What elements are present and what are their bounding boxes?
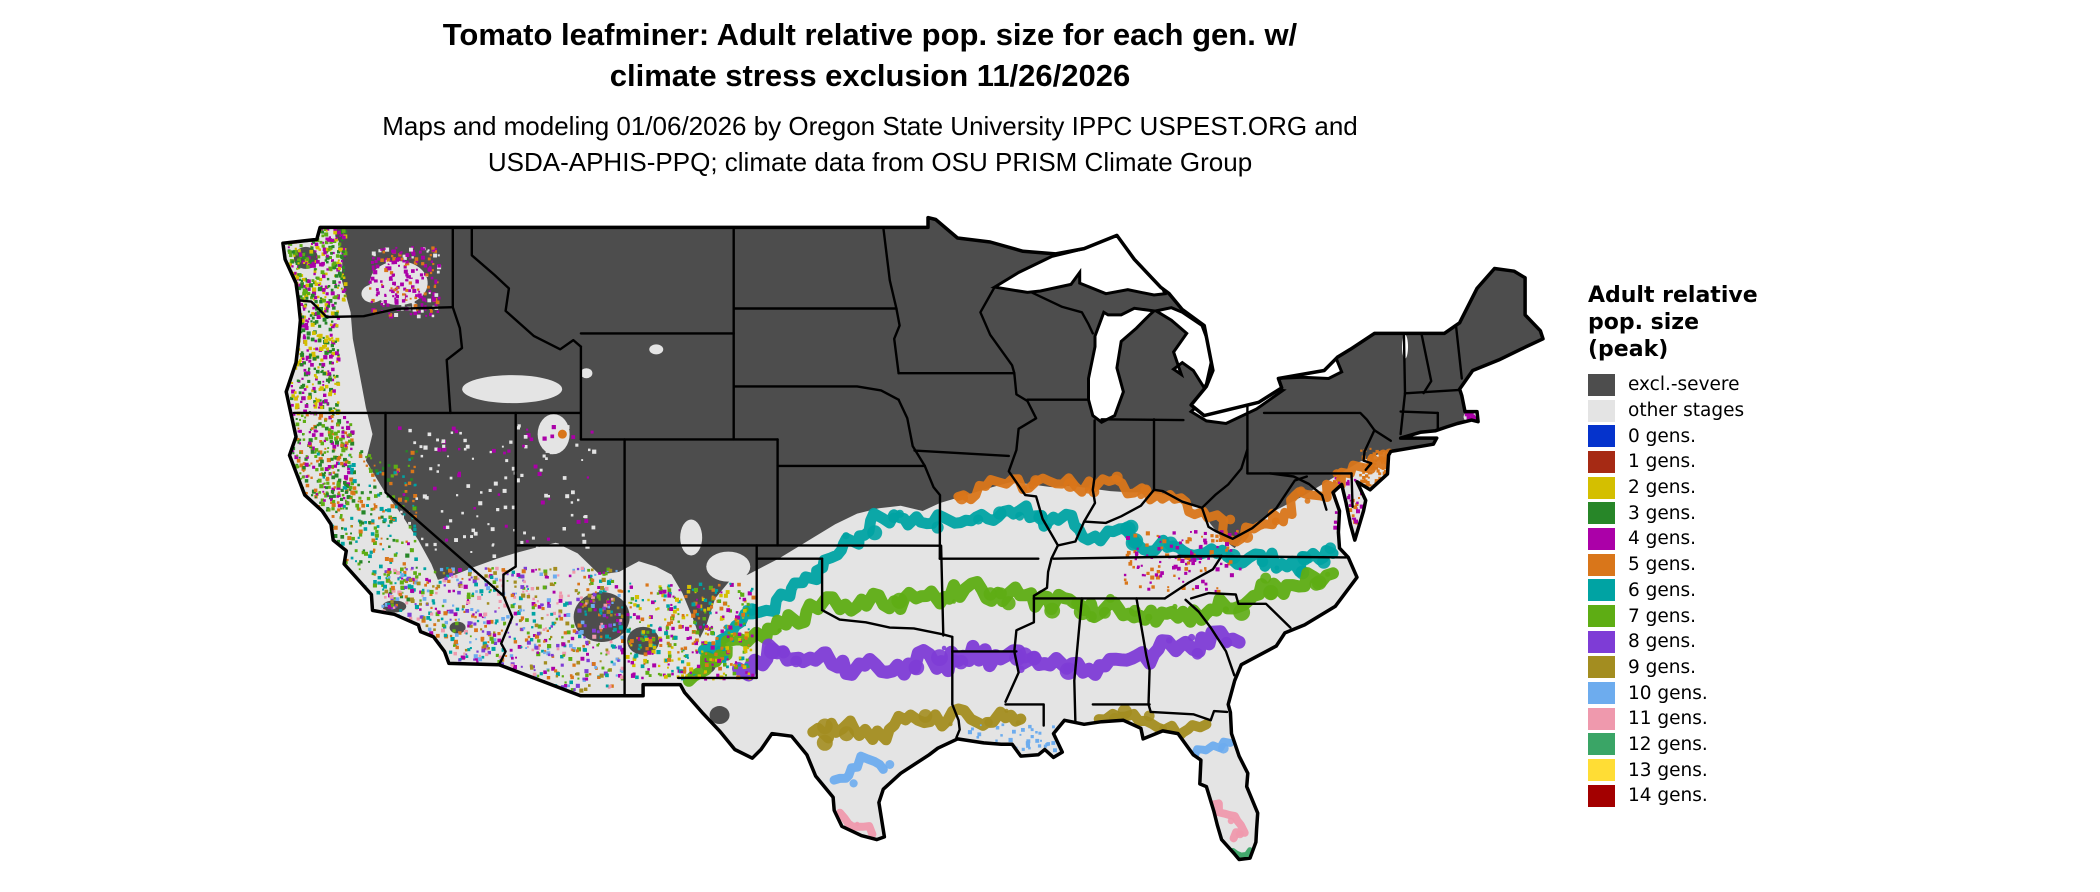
legend-swatch xyxy=(1588,784,1615,807)
legend-label: 7 gens. xyxy=(1628,605,1697,627)
map-generation-bands xyxy=(682,448,1395,859)
legend-row-2: 0 gens. xyxy=(1588,423,1878,449)
legend-swatch xyxy=(1588,656,1615,679)
legend-row-4: 2 gens. xyxy=(1588,475,1878,501)
legend-label: 6 gens. xyxy=(1628,579,1697,601)
legend-label: 0 gens. xyxy=(1628,425,1697,447)
legend-row-0: excl.-severe xyxy=(1588,372,1878,398)
legend-label: 3 gens. xyxy=(1628,502,1697,524)
legend-label: 1 gens. xyxy=(1628,451,1697,473)
legend-swatch xyxy=(1588,605,1615,628)
legend-swatch xyxy=(1588,707,1615,730)
legend-label: 5 gens. xyxy=(1628,554,1697,576)
legend-label: excl.-severe xyxy=(1628,374,1740,396)
legend-swatch xyxy=(1588,630,1615,653)
legend-row-8: 6 gens. xyxy=(1588,578,1878,604)
legend-label: 2 gens. xyxy=(1628,477,1697,499)
legend-title: Adult relative pop. size (peak) xyxy=(1588,282,1878,363)
map-title: Tomato leafminer: Adult relative pop. si… xyxy=(0,14,1740,96)
legend-swatch xyxy=(1588,579,1615,602)
legend-label: 8 gens. xyxy=(1628,631,1697,653)
legend-row-12: 10 gens. xyxy=(1588,680,1878,706)
legend-title-line2: pop. size xyxy=(1588,310,1699,335)
map-title-line1: Tomato leafminer: Adult relative pop. si… xyxy=(442,17,1298,52)
legend-title-line3: (peak) xyxy=(1588,337,1669,362)
legend-row-7: 5 gens. xyxy=(1588,552,1878,578)
legend-row-9: 7 gens. xyxy=(1588,603,1878,629)
legend-label: other stages xyxy=(1628,400,1745,422)
us-map xyxy=(281,215,1545,862)
legend-swatch xyxy=(1588,733,1615,756)
legend-row-14: 12 gens. xyxy=(1588,732,1878,758)
legend-swatch xyxy=(1588,502,1615,525)
legend-row-10: 8 gens. xyxy=(1588,629,1878,655)
legend-row-1: other stages xyxy=(1588,398,1878,424)
legend-rows: excl.-severe other stages 0 gens. 1 gens… xyxy=(1588,372,1878,809)
figure-header: Tomato leafminer: Adult relative pop. si… xyxy=(0,14,1740,180)
map-subtitle: Maps and modeling 01/06/2026 by Oregon S… xyxy=(0,108,1740,180)
legend-label: 14 gens. xyxy=(1628,785,1708,807)
state-borders xyxy=(292,226,1463,739)
legend-row-3: 1 gens. xyxy=(1588,449,1878,475)
conus-outline xyxy=(281,215,1545,862)
legend-label: 10 gens. xyxy=(1628,682,1708,704)
legend-swatch xyxy=(1588,425,1615,448)
legend-row-6: 4 gens. xyxy=(1588,526,1878,552)
legend-label: 11 gens. xyxy=(1628,708,1708,730)
legend-row-15: 13 gens. xyxy=(1588,757,1878,783)
legend-row-13: 11 gens. xyxy=(1588,706,1878,732)
legend-swatch xyxy=(1588,399,1615,422)
legend-label: 9 gens. xyxy=(1628,656,1697,678)
legend-swatch xyxy=(1588,682,1615,705)
legend-swatch xyxy=(1588,527,1615,550)
legend-swatch xyxy=(1588,450,1615,473)
map-subtitle-line2: USDA-APHIS-PPQ; climate data from OSU PR… xyxy=(487,147,1253,177)
legend-title-line1: Adult relative xyxy=(1588,283,1758,308)
legend-row-11: 9 gens. xyxy=(1588,655,1878,681)
legend-swatch xyxy=(1588,759,1615,782)
legend-label: 12 gens. xyxy=(1628,733,1708,755)
legend-swatch xyxy=(1588,553,1615,576)
legend-row-5: 3 gens. xyxy=(1588,500,1878,526)
legend-label: 4 gens. xyxy=(1628,528,1697,550)
legend-row-16: 14 gens. xyxy=(1588,783,1878,809)
legend-swatch xyxy=(1588,476,1615,499)
map-subtitle-line1: Maps and modeling 01/06/2026 by Oregon S… xyxy=(382,111,1358,141)
map-title-line2: climate stress exclusion 11/26/2026 xyxy=(609,58,1131,93)
legend-swatch xyxy=(1588,373,1615,396)
legend-label: 13 gens. xyxy=(1628,759,1708,781)
legend: Adult relative pop. size (peak) excl.-se… xyxy=(1588,282,1878,809)
